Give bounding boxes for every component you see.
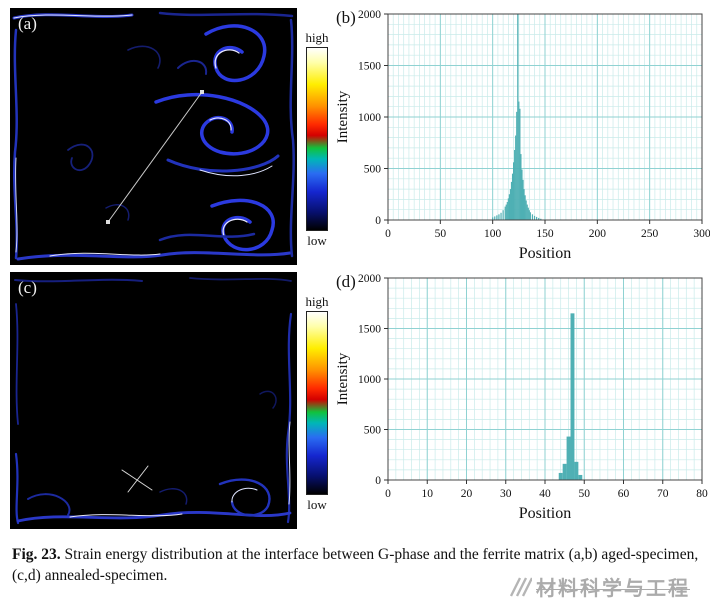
watermark: 材料科学与工程 xyxy=(508,572,690,601)
svg-text:0: 0 xyxy=(375,215,381,227)
svg-text:500: 500 xyxy=(364,425,382,437)
svg-text:40: 40 xyxy=(539,488,551,500)
strain-map-c: (c) xyxy=(10,272,297,529)
svg-text:0: 0 xyxy=(385,228,391,240)
colorbar-a-high-label: high xyxy=(305,30,329,45)
strain-map-c-graphic xyxy=(10,272,297,529)
svg-text:1000: 1000 xyxy=(358,112,381,124)
svg-text:50: 50 xyxy=(579,488,591,500)
figure-caption: Fig. 23. Strain energy distribution at t… xyxy=(12,545,702,587)
svg-text:70: 70 xyxy=(657,488,669,500)
svg-text:300: 300 xyxy=(693,228,710,240)
svg-text:80: 80 xyxy=(696,488,708,500)
svg-text:150: 150 xyxy=(536,228,554,240)
panel-b-label: (b) xyxy=(336,8,356,27)
svg-text:60: 60 xyxy=(618,488,630,500)
figure-caption-text: Strain energy distribution at the interf… xyxy=(12,546,699,584)
svg-text:20: 20 xyxy=(461,488,473,500)
chart-panel-d: (d) 0 10 20 30 40 50 60 70 80 0 500 1000 1500 2000 Pos… xyxy=(332,270,710,526)
colorbar-c: high low xyxy=(299,294,335,512)
svg-text:0: 0 xyxy=(375,475,381,487)
svg-text:0: 0 xyxy=(385,488,391,500)
svg-text:1000: 1000 xyxy=(358,374,381,386)
figure-caption-label: Fig. 23. xyxy=(12,546,61,563)
svg-text:50: 50 xyxy=(435,228,447,240)
strain-map-a: (a) xyxy=(10,8,297,265)
colorbar-c-low-label: low xyxy=(307,497,327,512)
colorbar-a: high low xyxy=(299,30,335,248)
svg-text:Intensity: Intensity xyxy=(335,352,351,405)
svg-text:Intensity: Intensity xyxy=(335,90,351,143)
cross-profile-marker xyxy=(121,465,153,493)
svg-text:Position: Position xyxy=(519,505,571,522)
intensity-histogram-b: 0 50 100 150 200 250 300 0 500 1000 1500 2000 Positi… xyxy=(332,6,711,271)
colorbar-c-high-label: high xyxy=(305,294,329,309)
strain-map-a-graphic xyxy=(10,8,297,265)
colorbar-a-low-label: low xyxy=(307,233,327,248)
svg-text:100: 100 xyxy=(484,228,502,240)
colorbar-c-gradient xyxy=(306,311,328,495)
svg-text:1500: 1500 xyxy=(358,324,381,336)
diagonal-slashes-logo-icon xyxy=(509,576,532,597)
intensity-histogram-d: 0 10 20 30 40 50 60 70 80 0 500 1000 1500 2000 Positio… xyxy=(332,270,710,531)
svg-text:30: 30 xyxy=(500,488,512,500)
svg-text:500: 500 xyxy=(364,164,382,176)
colorbar-a-gradient xyxy=(306,47,328,231)
panel-d-label: (d) xyxy=(336,272,356,291)
watermark-text: 材料科学与工程 xyxy=(536,578,690,600)
svg-text:1500: 1500 xyxy=(358,61,381,73)
line-profile-marker xyxy=(106,90,204,224)
svg-text:2000: 2000 xyxy=(358,9,381,21)
svg-text:Position: Position xyxy=(519,245,571,262)
svg-text:250: 250 xyxy=(641,228,659,240)
svg-text:10: 10 xyxy=(422,488,434,500)
svg-text:200: 200 xyxy=(589,228,607,240)
panel-a-label: (a) xyxy=(18,14,37,33)
panel-c-label: (c) xyxy=(18,278,37,297)
chart-panel-b: (b) 0 50 100 150 200 250 300 0 500 1000 1500 2000 Po… xyxy=(332,6,711,266)
svg-text:2000: 2000 xyxy=(358,273,381,285)
